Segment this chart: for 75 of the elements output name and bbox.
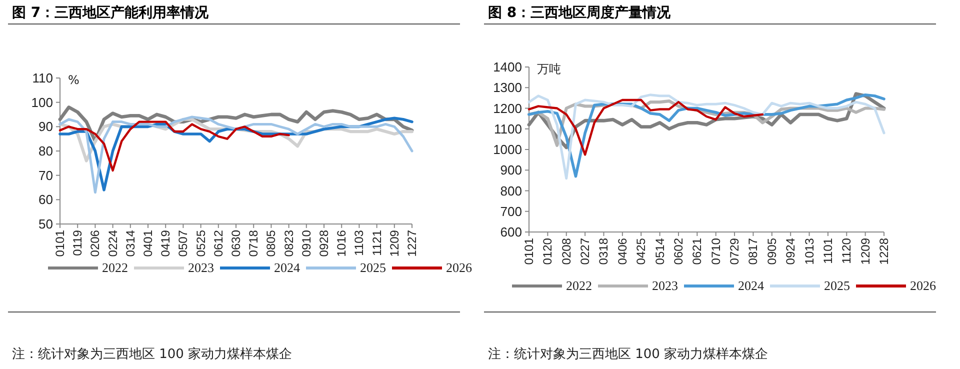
y-tick-label: 1300 bbox=[493, 80, 522, 96]
y-tick-label: 80 bbox=[38, 144, 53, 158]
y-tick-label: 70 bbox=[38, 168, 53, 183]
y-axis-title: 万吨 bbox=[537, 62, 561, 76]
x-tick-label: 0101 bbox=[53, 230, 67, 257]
x-tick-label: 0318 bbox=[596, 238, 611, 265]
x-tick-label: 0910 bbox=[299, 230, 314, 257]
x-tick-label: 0425 bbox=[634, 238, 648, 265]
x-tick-label: 1209 bbox=[858, 238, 872, 265]
x-tick-label: 1103 bbox=[352, 230, 366, 256]
y-tick-label: 1000 bbox=[493, 142, 522, 157]
x-tick-label: 0208 bbox=[559, 238, 574, 265]
x-tick-label: 0206 bbox=[88, 230, 102, 257]
y-axis-title: % bbox=[68, 73, 80, 87]
y-tick-label: 1200 bbox=[493, 100, 522, 116]
x-tick-label: 0612 bbox=[211, 230, 226, 257]
chart-title: 图 8：三西地区周度产量情况 bbox=[488, 4, 672, 21]
legend-label: 2025 bbox=[360, 260, 386, 275]
x-tick-label: 0729 bbox=[728, 238, 742, 265]
x-tick-label: 0817 bbox=[746, 238, 760, 265]
x-tick-label: 0119 bbox=[70, 230, 85, 256]
x-tick-label: 1209 bbox=[387, 230, 402, 257]
x-tick-label: 1016 bbox=[334, 230, 349, 257]
y-tick-label: 1100 bbox=[494, 121, 522, 136]
x-tick-label: 0224 bbox=[106, 230, 120, 257]
legend-label: 2024 bbox=[274, 260, 300, 275]
legend-label: 2023 bbox=[188, 260, 214, 275]
x-tick-label: 0419 bbox=[158, 230, 173, 257]
x-tick-label: 0924 bbox=[784, 238, 798, 265]
x-tick-label: 0710 bbox=[708, 238, 723, 265]
line-series bbox=[58, 120, 290, 172]
x-tick-label: 1227 bbox=[405, 230, 419, 257]
y-tick-label: 700 bbox=[500, 204, 522, 219]
y-tick-label: 60 bbox=[38, 192, 53, 208]
text: 注：统计对象为三西地区 100 家动力煤样本煤企 bbox=[488, 346, 768, 362]
x-tick-label: 0718 bbox=[246, 230, 261, 257]
x-tick-label: 1228 bbox=[877, 238, 891, 265]
legend-label: 2022 bbox=[102, 260, 128, 275]
x-tick-label: 0406 bbox=[615, 238, 630, 265]
x-tick-label: 0507 bbox=[176, 230, 190, 257]
x-tick-label: 0314 bbox=[123, 230, 138, 257]
legend-label: 2022 bbox=[566, 278, 592, 293]
x-tick-label: 0928 bbox=[317, 230, 331, 257]
x-tick-label: 0401 bbox=[141, 230, 155, 257]
y-tick-label: 100 bbox=[31, 94, 53, 110]
x-tick-label: 0805 bbox=[264, 230, 278, 257]
y-tick-label: 900 bbox=[500, 162, 522, 178]
x-tick-label: 0514 bbox=[652, 238, 667, 265]
x-tick-label: 0227 bbox=[578, 238, 592, 265]
x-tick-label: 0621 bbox=[690, 238, 704, 265]
chart-title: 图 7：三西地区产能利用率情况 bbox=[12, 4, 210, 21]
x-tick-label: 0905 bbox=[764, 238, 779, 265]
x-tick-label: 0823 bbox=[282, 230, 296, 257]
x-tick-label: 0525 bbox=[194, 230, 208, 257]
y-tick-label: 50 bbox=[38, 216, 53, 232]
x-tick-label: 1013 bbox=[802, 238, 816, 265]
legend-label: 2026 bbox=[910, 278, 936, 293]
legend-label: 2024 bbox=[738, 278, 764, 293]
legend-label: 2026 bbox=[446, 260, 472, 275]
text: 注：统计对象为三西地区 100 家动力煤样本煤企 bbox=[12, 346, 292, 362]
x-tick-label: 1101 bbox=[820, 238, 835, 264]
x-tick-label: 0630 bbox=[229, 230, 243, 257]
y-tick-label: 110 bbox=[32, 70, 53, 86]
y-tick-label: 90 bbox=[38, 119, 53, 134]
x-tick-label: 0101 bbox=[522, 238, 536, 265]
y-tick-label: 800 bbox=[500, 183, 522, 198]
line-series bbox=[528, 98, 764, 156]
x-tick-label: 1120 bbox=[840, 238, 854, 264]
legend-label: 2023 bbox=[652, 278, 678, 293]
x-tick-label: 1121 bbox=[370, 230, 384, 256]
legend-label: 2025 bbox=[824, 278, 850, 293]
y-tick-label: 600 bbox=[500, 224, 522, 240]
y-tick-label: 1400 bbox=[493, 60, 522, 74]
x-tick-label: 0120 bbox=[540, 238, 555, 265]
x-tick-label: 0602 bbox=[671, 238, 686, 265]
